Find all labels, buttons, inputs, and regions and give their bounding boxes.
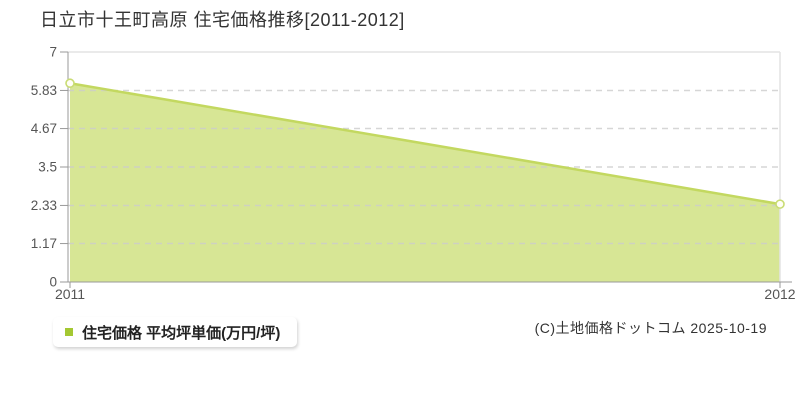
x-tick-label: 2011 — [55, 286, 85, 302]
y-tick-label: 5.83 — [31, 83, 57, 98]
y-tick-label: 0 — [49, 275, 57, 290]
legend: 住宅価格 平均坪単価(万円/坪) — [53, 317, 298, 347]
copyright-text: (C)土地価格ドットコム 2025-10-19 — [534, 320, 767, 336]
series-line — [69, 81, 781, 206]
legend-square-icon — [65, 328, 73, 336]
legend-label: 住宅価格 平均坪単価(万円/坪) — [82, 324, 281, 342]
y-tick-label: 1.17 — [31, 236, 57, 251]
data-point-marker — [775, 199, 785, 209]
chart-title: 日立市十王町高原 住宅価格推移[2011-2012] — [40, 10, 405, 30]
series-area — [70, 83, 780, 282]
y-tick-label: 4.67 — [31, 121, 57, 136]
y-tick-label: 7 — [49, 45, 57, 60]
data-point-marker — [65, 78, 75, 89]
y-tick-label: 3.5 — [38, 160, 57, 175]
y-tick-label: 2.33 — [31, 198, 57, 213]
x-tick-label: 2012 — [764, 286, 795, 302]
